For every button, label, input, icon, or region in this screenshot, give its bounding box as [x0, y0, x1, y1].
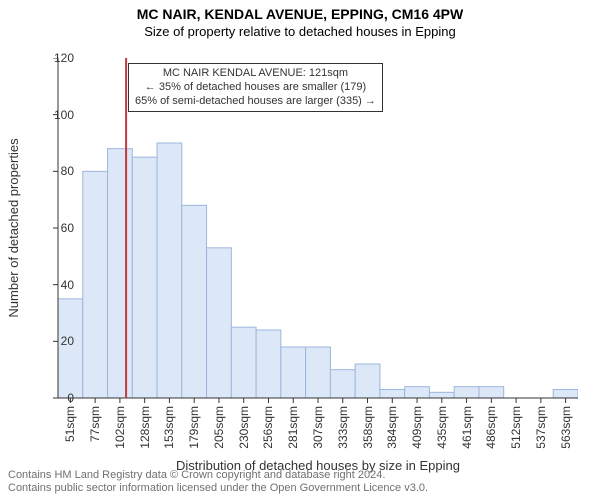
y-tick-label: 20 — [44, 334, 74, 348]
x-tick-label: 128sqm — [138, 406, 152, 449]
footer: Contains HM Land Registry data © Crown c… — [8, 469, 428, 497]
x-tick-label: 256sqm — [261, 406, 275, 449]
bar — [182, 205, 207, 398]
annotation-line-3: 65% of semi-detached houses are larger (… — [135, 95, 376, 109]
x-tick-label: 461sqm — [460, 406, 474, 449]
bar — [281, 347, 306, 398]
bar — [256, 330, 281, 398]
chart-subtitle: Size of property relative to detached ho… — [0, 22, 600, 39]
bar — [405, 387, 430, 398]
x-tick-label: 563sqm — [559, 406, 573, 449]
y-tick-label: 120 — [44, 51, 74, 65]
annotation-line-1: MC NAIR KENDAL AVENUE: 121sqm — [135, 67, 376, 81]
chart-container: MC NAIR, KENDAL AVENUE, EPPING, CM16 4PW… — [0, 0, 600, 500]
bar — [479, 387, 504, 398]
footer-line-2: Contains public sector information licen… — [8, 482, 428, 496]
bar — [58, 299, 83, 398]
y-tick-label: 100 — [44, 108, 74, 122]
x-tick-label: 230sqm — [237, 406, 251, 449]
bar — [330, 370, 355, 398]
annotation-box: MC NAIR KENDAL AVENUE: 121sqm ← 35% of d… — [128, 63, 383, 112]
chart-title: MC NAIR, KENDAL AVENUE, EPPING, CM16 4PW — [0, 0, 600, 22]
bar — [157, 143, 182, 398]
bar — [454, 387, 479, 398]
x-tick-label: 512sqm — [509, 406, 523, 449]
bar — [231, 327, 256, 398]
bar — [83, 171, 108, 398]
y-tick-label: 60 — [44, 221, 74, 235]
x-tick-label: 358sqm — [361, 406, 375, 449]
annotation-line-2: ← 35% of detached houses are smaller (17… — [135, 81, 376, 95]
bar — [108, 149, 133, 398]
x-tick-label: 486sqm — [484, 406, 498, 449]
bar — [355, 364, 380, 398]
bar — [553, 390, 578, 399]
bar — [207, 248, 232, 398]
y-tick-label: 0 — [44, 391, 74, 405]
x-tick-label: 153sqm — [162, 406, 176, 449]
y-tick-label: 80 — [44, 164, 74, 178]
x-tick-label: 307sqm — [311, 406, 325, 449]
footer-line-1: Contains HM Land Registry data © Crown c… — [8, 469, 428, 483]
x-tick-label: 435sqm — [435, 406, 449, 449]
x-tick-label: 77sqm — [88, 406, 102, 442]
y-axis-label: Number of detached properties — [6, 138, 21, 317]
x-tick-label: 51sqm — [63, 406, 77, 442]
x-tick-label: 102sqm — [113, 406, 127, 449]
y-tick-label: 40 — [44, 278, 74, 292]
x-tick-label: 333sqm — [336, 406, 350, 449]
x-tick-label: 281sqm — [286, 406, 300, 449]
x-tick-label: 179sqm — [187, 406, 201, 449]
x-tick-label: 537sqm — [534, 406, 548, 449]
bar — [429, 392, 454, 398]
x-tick-label: 205sqm — [212, 406, 226, 449]
x-tick-label: 384sqm — [385, 406, 399, 449]
x-tick-label: 409sqm — [410, 406, 424, 449]
bar — [132, 157, 157, 398]
bar — [380, 390, 405, 399]
bar — [306, 347, 331, 398]
